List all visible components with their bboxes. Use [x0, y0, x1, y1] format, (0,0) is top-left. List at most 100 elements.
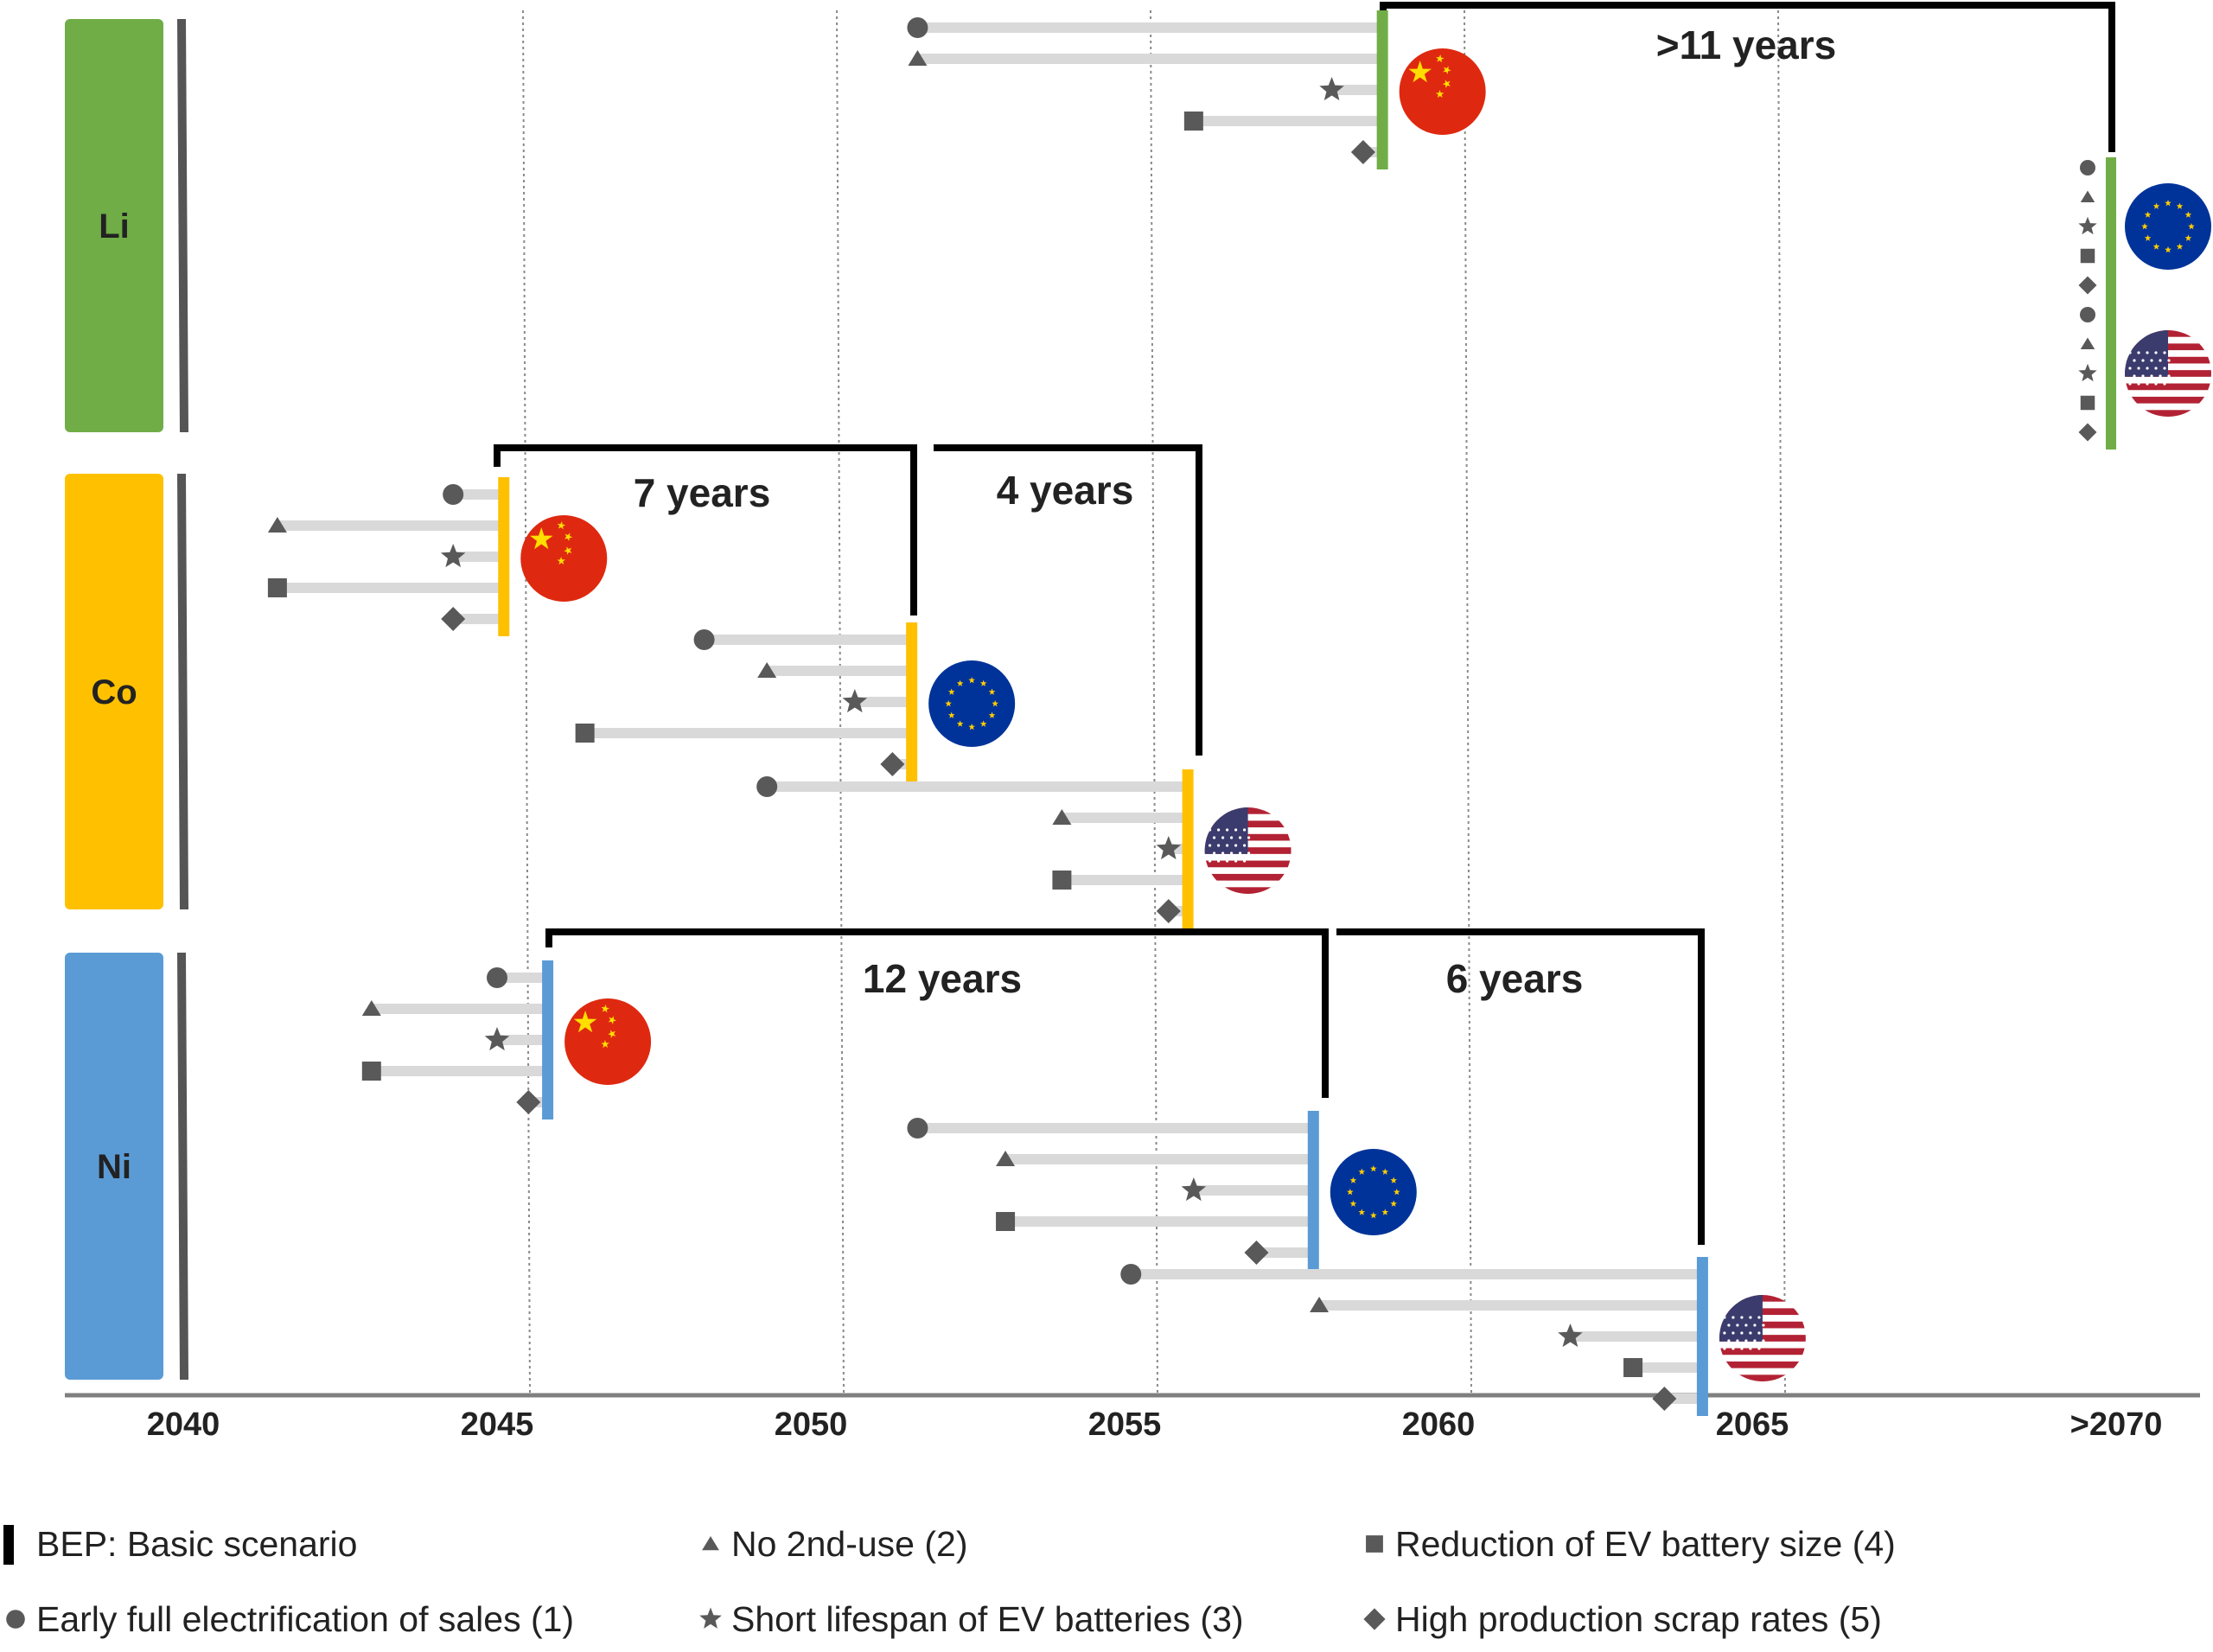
scenario-1-marker	[1120, 1264, 1142, 1285]
x-tick-label: 2055	[1088, 1406, 1162, 1443]
x-tick-label: 2065	[1716, 1406, 1789, 1443]
flag-small-star	[1442, 80, 1451, 88]
gap-bracket: >11 years	[1380, 2, 2115, 152]
flag-small-star	[601, 1039, 609, 1049]
flag-star	[1349, 1200, 1357, 1207]
flag-canton-star	[1762, 1339, 1765, 1343]
flag-star	[1381, 1168, 1389, 1175]
region-group-co-usa	[756, 769, 1291, 928]
scenario-4-marker	[2080, 248, 2095, 264]
flag-star	[1390, 1200, 1397, 1207]
scenario-1-marker	[2080, 160, 2095, 175]
row-divider	[177, 952, 188, 1381]
flag-star	[2144, 234, 2152, 241]
flag-star	[1370, 1212, 1377, 1219]
flag-canton-star	[1736, 1324, 1739, 1327]
usa-flag-icon	[2125, 330, 2211, 417]
flag-clip-group	[2125, 330, 2211, 417]
region-group-ni-china	[361, 960, 652, 1119]
legend-label: Short lifespan of EV batteries (3)	[731, 1599, 1244, 1639]
scenario-3-marker	[2078, 363, 2097, 382]
flag-canton-star	[2154, 351, 2158, 354]
flag-star	[956, 720, 964, 727]
region-group-li-eu	[2078, 157, 2211, 306]
flag-canton-star	[1757, 1331, 1761, 1335]
flag-canton-star	[1740, 1347, 1744, 1350]
scenario-5-marker	[1156, 899, 1181, 923]
flag-canton-star	[1243, 828, 1247, 832]
flag-canton-star	[1749, 1331, 1752, 1335]
flag-star	[2152, 243, 2160, 250]
scenario-2-marker	[757, 662, 777, 678]
flag-star	[992, 700, 998, 707]
flag-stripe	[1204, 860, 1291, 868]
scenario-2-marker	[702, 1536, 719, 1551]
bep-bar	[542, 960, 554, 1119]
usa-flag-icon	[1719, 1295, 1806, 1381]
flag-stripe	[2125, 410, 2211, 417]
usa-flag-icon	[1204, 807, 1291, 894]
flag-star	[2184, 234, 2192, 241]
flag-clip-group	[1204, 807, 1291, 894]
flag-canton-star	[1230, 852, 1234, 855]
x-tick-label: 2040	[147, 1406, 220, 1443]
flag-small-star	[1436, 54, 1445, 63]
scenario-4-marker	[361, 1062, 381, 1081]
flag-canton-star	[1731, 1316, 1735, 1319]
flag-star	[2188, 223, 2195, 230]
grid-line	[1777, 10, 1786, 1394]
legend-item: Early full electrification of sales (1)	[6, 1599, 574, 1639]
flag-small-star	[608, 1016, 617, 1024]
eu-flag-icon	[1330, 1149, 1417, 1235]
grid-line	[522, 10, 531, 1394]
flag-star	[1393, 1189, 1400, 1196]
scenario-3-marker	[440, 544, 466, 568]
flag-star	[947, 688, 955, 695]
flag-canton-star	[2146, 351, 2149, 354]
flag-star	[2176, 243, 2184, 250]
legend-item: No 2nd-use (2)	[702, 1524, 967, 1564]
region-group-ni-usa	[1120, 1257, 1806, 1416]
flag-canton-star	[1209, 859, 1212, 863]
scenario-2-marker	[361, 1000, 381, 1016]
scenario-4-marker	[1052, 871, 1072, 890]
scenario-3-marker	[1156, 836, 1182, 860]
gap-bracket-line	[934, 444, 1202, 756]
bep-bar	[1307, 1111, 1319, 1270]
scenario-5-marker	[2078, 276, 2097, 295]
flag-star	[2141, 223, 2148, 230]
scenario-4-marker	[996, 1212, 1016, 1231]
flag-star	[573, 1011, 597, 1033]
scenario-2-marker	[267, 517, 287, 533]
flag-star	[1381, 1209, 1389, 1215]
legend-item: Reduction of EV battery size (4)	[1366, 1524, 1896, 1564]
gap-bracket: 4 years	[934, 444, 1202, 756]
region-group-co-eu	[575, 622, 1016, 781]
legend: BEP: Basic scenario No 2nd-use (2) Reducti…	[3, 1524, 1896, 1639]
gap-bracket-line	[545, 928, 1329, 1098]
china-flag-icon	[520, 515, 608, 602]
flag-small-star	[557, 556, 565, 565]
flag-canton-star	[2137, 367, 2140, 370]
row-label-box	[65, 19, 163, 432]
grid-line	[1464, 10, 1472, 1394]
flag-canton-star	[1234, 828, 1238, 832]
flag-canton-star	[1221, 852, 1225, 855]
scenario-3-marker	[699, 1607, 722, 1629]
flag-star	[1358, 1168, 1366, 1175]
scenario-5-marker	[516, 1090, 541, 1114]
flag-small-star	[557, 521, 566, 530]
flag-canton-star	[1723, 1347, 1726, 1350]
grid-line	[836, 10, 845, 1394]
gap-label: 12 years	[863, 956, 1022, 1001]
flag-canton-star	[1226, 844, 1229, 847]
x-tick-label: 2045	[461, 1406, 534, 1443]
flag-canton-star	[1234, 859, 1238, 863]
flag-star	[1347, 1189, 1354, 1196]
bep-bar	[1376, 10, 1388, 169]
flag-star	[947, 711, 955, 718]
scenario-2-marker	[1052, 809, 1072, 825]
flag-canton-star	[1226, 828, 1229, 832]
scenario-4-marker	[267, 578, 287, 597]
eu-flag-icon	[928, 660, 1016, 747]
